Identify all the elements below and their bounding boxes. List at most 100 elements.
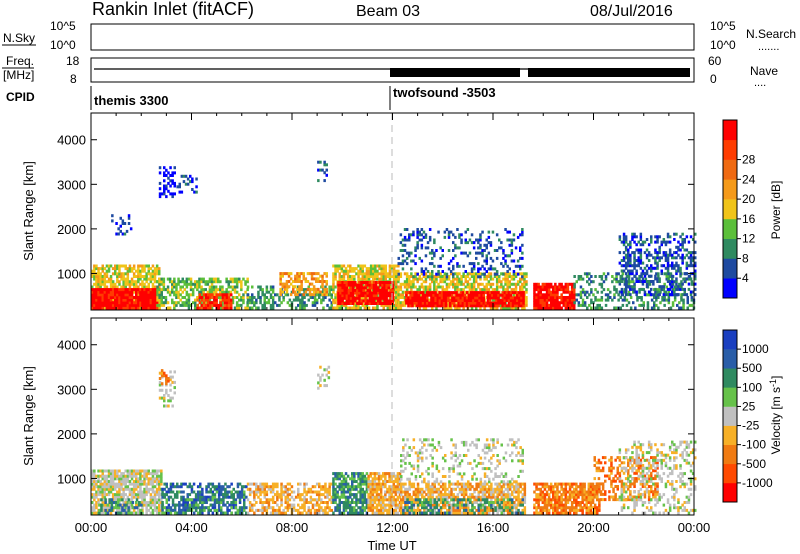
radar-cell xyxy=(153,285,157,289)
radar-cell xyxy=(156,288,159,292)
radar-cell xyxy=(590,288,593,292)
radar-cell xyxy=(480,299,483,302)
radar-cell xyxy=(347,302,351,305)
radar-cell xyxy=(215,293,218,297)
radar-cell xyxy=(178,485,181,489)
radar-cell xyxy=(111,293,115,297)
radar-cell xyxy=(135,296,138,299)
radar-cell xyxy=(549,290,553,294)
radar-cell xyxy=(240,487,244,491)
radar-cell xyxy=(464,230,467,234)
radar-cell xyxy=(171,192,174,196)
radar-cell xyxy=(650,253,653,257)
radar-cell xyxy=(118,267,121,271)
radar-cell xyxy=(468,282,472,286)
radar-cell xyxy=(210,306,214,310)
radar-cell xyxy=(337,286,340,290)
radar-cell xyxy=(209,301,212,305)
radar-cell xyxy=(137,490,140,494)
radar-cell xyxy=(332,277,335,281)
radar-cell xyxy=(130,298,134,302)
radar-cell xyxy=(111,282,115,286)
radar-cell xyxy=(130,503,134,507)
radar-cell xyxy=(240,493,244,497)
radar-cell xyxy=(523,280,526,284)
radar-cell xyxy=(685,264,689,268)
radar-cell xyxy=(105,285,109,289)
radar-cell xyxy=(500,306,503,310)
radar-cell xyxy=(95,301,98,305)
radar-cell xyxy=(187,306,191,310)
radar-cell xyxy=(545,285,549,289)
radar-cell xyxy=(495,288,499,292)
radar-cell xyxy=(147,477,150,481)
radar-cell xyxy=(114,282,117,286)
radar-cell xyxy=(631,232,634,236)
radar-cell xyxy=(196,495,200,499)
radar-cell xyxy=(463,293,467,297)
radar-cell xyxy=(165,187,168,191)
radar-cell xyxy=(279,274,282,278)
radar-cell xyxy=(627,293,630,297)
radar-cell xyxy=(97,275,100,278)
radar-cell xyxy=(439,272,442,276)
radar-cell xyxy=(337,302,340,305)
radar-cell xyxy=(344,306,348,310)
radar-cell xyxy=(422,275,426,278)
radar-cell xyxy=(165,485,168,489)
radar-cell xyxy=(147,501,150,504)
radar-cell xyxy=(213,487,217,491)
radar-cell xyxy=(240,285,243,289)
radar-cell xyxy=(269,306,273,310)
radar-cell xyxy=(323,160,326,164)
radar-cell xyxy=(285,272,289,276)
radar-cell xyxy=(151,474,155,478)
power-colorbar-blocks xyxy=(722,119,738,299)
radar-cell xyxy=(392,303,396,307)
radar-cell xyxy=(199,506,202,510)
radar-cell xyxy=(516,296,519,300)
radar-cell xyxy=(673,288,677,292)
radar-cell xyxy=(297,298,300,302)
radar-cell xyxy=(145,301,148,305)
radar-cell xyxy=(107,480,111,483)
radar-cell xyxy=(449,259,453,263)
radar-cell xyxy=(441,270,444,273)
radar-cell xyxy=(417,301,421,305)
radar-cell xyxy=(120,306,123,310)
radar-cell xyxy=(366,299,369,303)
radar-cell xyxy=(474,293,477,297)
radar-cell xyxy=(240,288,243,292)
radar-cell xyxy=(165,490,168,494)
radar-cell xyxy=(114,267,117,271)
radar-cell xyxy=(454,235,457,239)
radar-cell xyxy=(646,303,650,307)
radar-cell xyxy=(690,282,694,286)
radar-cell xyxy=(434,299,437,302)
radar-cell xyxy=(491,230,495,234)
radar-cell xyxy=(296,274,299,278)
radar-cell xyxy=(205,506,208,510)
radar-cell xyxy=(560,293,563,297)
radar-cell xyxy=(498,238,501,242)
radar-cell xyxy=(480,293,483,297)
radar-cell xyxy=(173,171,176,175)
radar-cell xyxy=(139,277,142,281)
radar-cell xyxy=(508,238,511,242)
radar-cell xyxy=(118,269,121,273)
radar-cell xyxy=(384,275,387,278)
radar-cell xyxy=(362,294,365,298)
radar-cell xyxy=(338,267,341,271)
radar-cell xyxy=(423,293,427,297)
radar-cell xyxy=(99,280,102,284)
radar-cell xyxy=(141,480,144,483)
radar-cell xyxy=(508,280,511,284)
radar-cell xyxy=(456,264,459,268)
radar-cell xyxy=(426,296,429,300)
radar-cell xyxy=(166,290,170,294)
radar-cell xyxy=(114,293,117,297)
radar-cell xyxy=(120,487,123,491)
radar-cell xyxy=(321,277,324,281)
radar-cell xyxy=(288,303,292,307)
radar-cell xyxy=(629,269,632,273)
